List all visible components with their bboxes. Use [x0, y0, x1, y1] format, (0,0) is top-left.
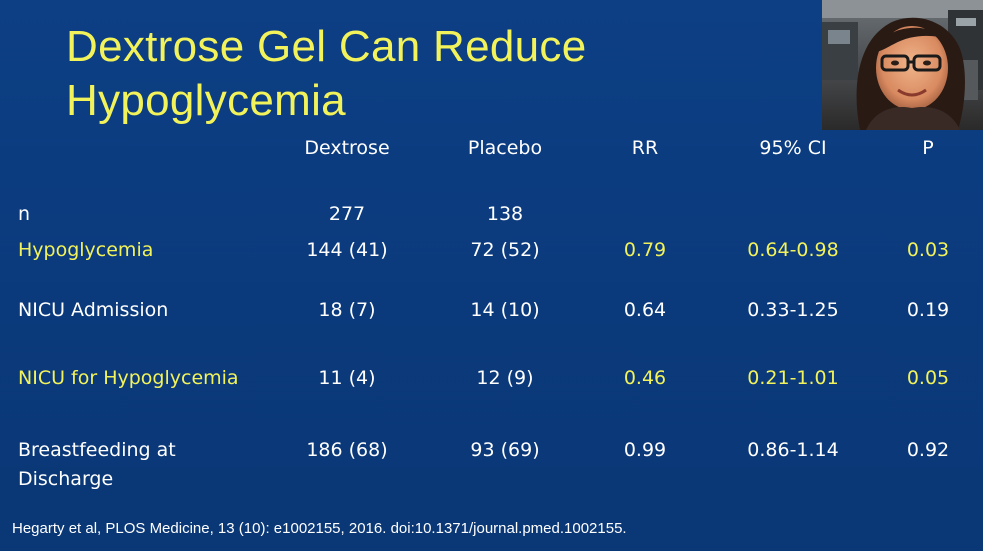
cell-breastfeeding-rr: 0.99 — [623, 439, 667, 461]
row-label-n: n — [18, 203, 31, 225]
header-dextrose: Dextrose — [304, 137, 390, 159]
cell-nicu-admission-rr: 0.64 — [623, 299, 667, 321]
cell-breastfeeding-placebo: 93 (69) — [470, 439, 540, 461]
header-placebo: Placebo — [467, 137, 543, 159]
citation: Hegarty et al, PLOS Medicine, 13 (10): e… — [12, 520, 627, 537]
cell-nicu-admission-p: 0.19 — [906, 299, 950, 321]
cell-n-dextrose: 277 — [328, 203, 366, 225]
cell-nicu-hypo-rr: 0.46 — [623, 367, 667, 389]
cell-hypoglycemia-rr: 0.79 — [623, 239, 667, 261]
row-label-breastfeeding-line1: Breastfeeding at — [18, 439, 176, 461]
cell-hypoglycemia-placebo: 72 (52) — [470, 239, 540, 261]
cell-breastfeeding-p: 0.92 — [906, 439, 950, 461]
cell-nicu-hypo-placebo: 12 (9) — [476, 367, 534, 389]
cell-nicu-hypo-dextrose: 11 (4) — [318, 367, 376, 389]
presenter-video-icon — [822, 0, 983, 130]
cell-hypoglycemia-dextrose: 144 (41) — [306, 239, 388, 261]
cell-breastfeeding-dextrose: 186 (68) — [306, 439, 388, 461]
presenter-video-thumbnail[interactable] — [822, 0, 983, 130]
header-rr: RR — [631, 137, 659, 159]
cell-nicu-admission-placebo: 14 (10) — [470, 299, 540, 321]
cell-nicu-hypo-p: 0.05 — [906, 367, 950, 389]
row-label-hypoglycemia: Hypoglycemia — [18, 239, 154, 261]
cell-breastfeeding-ci: 0.86-1.14 — [747, 439, 839, 461]
cell-nicu-hypo-ci: 0.21-1.01 — [747, 367, 839, 389]
cell-nicu-admission-dextrose: 18 (7) — [318, 299, 376, 321]
cell-n-placebo: 138 — [486, 203, 524, 225]
cell-nicu-admission-ci: 0.33-1.25 — [747, 299, 839, 321]
row-label-nicu-admission: NICU Admission — [18, 299, 169, 321]
slide-title: Dextrose Gel Can Reduce Hypoglycemia — [66, 22, 587, 125]
row-label-nicu-for-hypoglycemia: NICU for Hypoglycemia — [18, 367, 239, 389]
header-p: P — [922, 137, 934, 159]
cell-hypoglycemia-ci: 0.64-0.98 — [747, 239, 839, 261]
row-label-breastfeeding-line2: Discharge — [18, 468, 114, 490]
cell-hypoglycemia-p: 0.03 — [906, 239, 950, 261]
header-95ci: 95% CI — [759, 137, 827, 159]
